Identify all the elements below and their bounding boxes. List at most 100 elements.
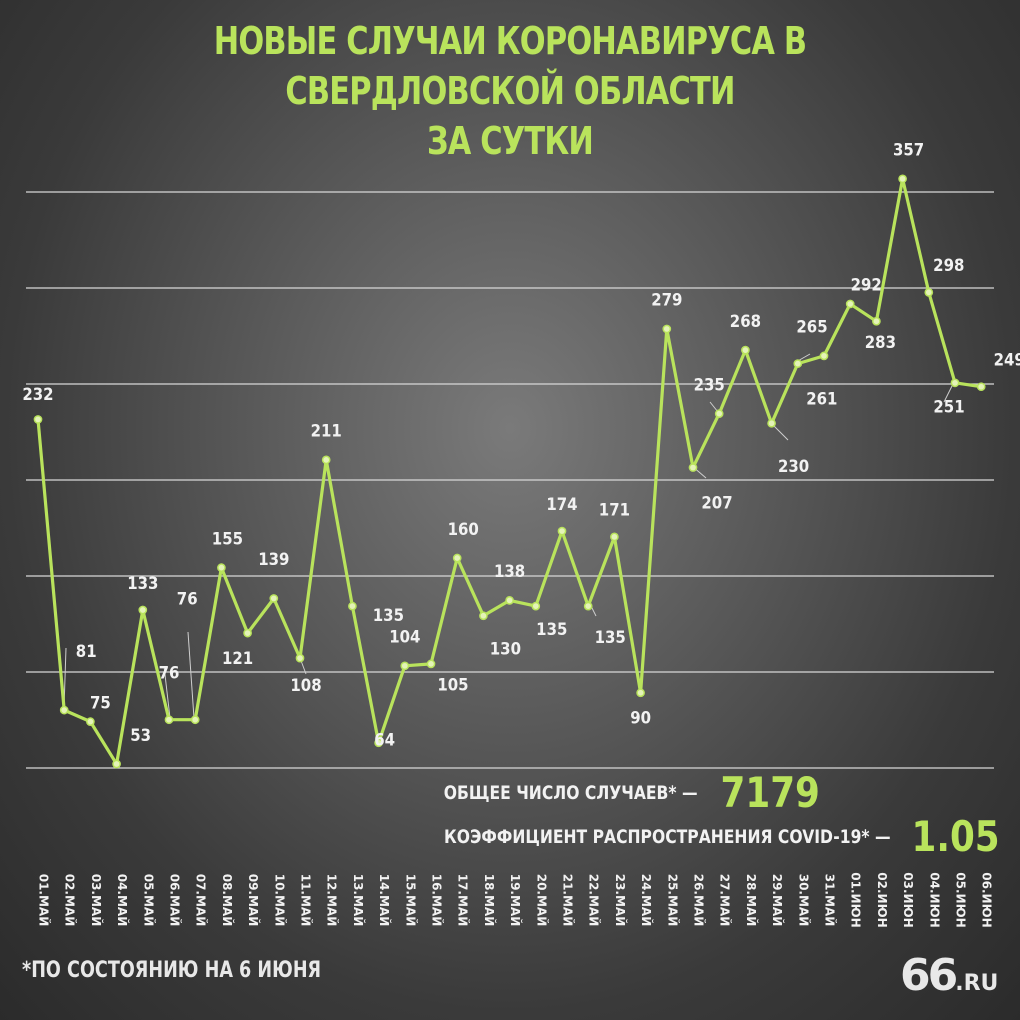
x-tick-label: 30.МАЙ: [796, 874, 811, 927]
data-point: [688, 463, 698, 472]
total-cases-label: ОБЩЕЕ ЧИСЛО СЛУЧАЕВ* —: [443, 781, 698, 804]
x-tick-label: 06.МАЙ: [168, 874, 183, 927]
x-tick-label: 08.МАЙ: [220, 874, 235, 927]
x-tick-label: 03.МАЙ: [89, 874, 104, 927]
data-label: 232: [22, 384, 53, 404]
data-point: [190, 715, 200, 725]
data-label: 130: [490, 639, 521, 659]
data-point: [243, 628, 252, 638]
x-tick-label: 06.ИЮН: [980, 872, 994, 927]
data-label: 211: [311, 421, 342, 441]
x-tick-label: 12.МАЙ: [325, 874, 340, 927]
x-tick-label: 19.МАЙ: [508, 874, 523, 927]
data-point: [138, 605, 148, 615]
gridlines: [26, 191, 994, 769]
x-tick-label: 27.МАЙ: [718, 874, 733, 927]
data-label: 298: [933, 255, 964, 275]
data-point: [845, 299, 855, 309]
x-tick-label: 31.МАЙ: [823, 874, 838, 927]
data-label: 135: [536, 619, 567, 639]
data-point: [872, 316, 881, 326]
data-label: 283: [865, 332, 896, 352]
data-point: [321, 455, 331, 465]
series-line-path: [36, 177, 982, 766]
label-leader-line: [163, 665, 171, 719]
data-point: [86, 717, 95, 727]
data-point: [217, 563, 226, 573]
data-point: [33, 415, 43, 424]
data-point: [819, 351, 829, 361]
data-label: 155: [212, 529, 243, 549]
data-point: [767, 418, 776, 428]
data-label: 76: [159, 663, 180, 683]
total-cases-stat: ОБЩЕЕ ЧИСЛО СЛУЧАЕВ* — 7179: [388, 768, 820, 817]
data-point: [662, 324, 672, 334]
x-tick-label: 05.ИЮН: [954, 872, 968, 927]
data-point: [610, 532, 619, 542]
data-point: [793, 359, 803, 368]
data-point: [400, 661, 410, 671]
x-tick-label: 01.МАЙ: [37, 874, 52, 927]
x-tick-label: 13.МАЙ: [351, 874, 366, 927]
x-tick-label: 23.МАЙ: [613, 874, 628, 927]
data-label: 104: [389, 627, 420, 647]
data-point: [714, 409, 724, 418]
data-point: [374, 738, 383, 748]
data-point: [583, 601, 593, 611]
data-point: [348, 601, 357, 611]
x-tick-label: 02.МАЙ: [63, 874, 78, 927]
data-label: 108: [290, 675, 321, 695]
data-label: 357: [893, 140, 924, 160]
x-tick-label: 24.МАЙ: [639, 874, 654, 927]
data-labels: 2328175531337676155121139108211135641041…: [22, 140, 1020, 750]
data-label: 76: [177, 589, 198, 609]
data-label: 160: [448, 519, 479, 539]
data-point: [741, 345, 750, 355]
x-tick-label: 05.МАЙ: [141, 874, 156, 927]
x-tick-label: 20.МАЙ: [534, 874, 549, 927]
data-point: [295, 653, 305, 663]
data-point: [557, 526, 567, 536]
data-label: 251: [933, 397, 964, 417]
x-tick-label: 14.МАЙ: [377, 874, 392, 927]
chart-title: НОВЫЕ СЛУЧАИ КОРОНАВИРУСА В СВЕРДЛОВСКОЙ…: [102, 16, 918, 166]
data-label: 207: [701, 492, 732, 512]
x-tick-label: 07.МАЙ: [194, 874, 209, 927]
logo-suffix: .RU: [955, 971, 999, 996]
site-logo[interactable]: 66.RU: [900, 950, 998, 1001]
data-point: [452, 553, 462, 563]
x-tick-label: 16.МАЙ: [430, 874, 445, 927]
data-label: 105: [437, 675, 468, 695]
x-tick-label: 22.МАЙ: [587, 874, 602, 927]
x-tick-label: 29.МАЙ: [770, 874, 785, 927]
data-point: [164, 715, 174, 725]
data-point: [636, 688, 645, 698]
footnote: *ПО СОСТОЯНИЮ НА 6 ИЮНЯ: [22, 958, 322, 983]
data-point: [269, 594, 279, 603]
data-label: 230: [778, 456, 809, 476]
x-tick-label: 10.МАЙ: [272, 874, 287, 927]
title-line-2: ЗА СУТКИ: [426, 119, 594, 163]
data-point: [426, 659, 436, 669]
data-label: 121: [222, 648, 253, 668]
data-label: 138: [494, 561, 525, 581]
x-tick-label: 28.МАЙ: [744, 874, 759, 927]
x-tick-label: 02.ИЮН: [875, 872, 889, 927]
x-tick-label: 03.ИЮН: [901, 872, 915, 927]
data-point: [479, 611, 488, 621]
data-label: 64: [374, 730, 395, 750]
data-point: [898, 174, 907, 184]
data-point: [976, 382, 986, 392]
data-label: 249: [994, 350, 1020, 370]
data-label: 292: [851, 275, 882, 295]
data-label: 133: [127, 573, 158, 593]
data-label: 171: [599, 500, 630, 520]
data-label: 81: [76, 641, 97, 661]
data-point: [59, 705, 69, 715]
logo-number: 66: [900, 950, 958, 1001]
spread-coefficient-stat: КОЭФФИЦИЕНТ РАСПРОСТРАНЕНИЯ COVID-19* — …: [346, 812, 1000, 861]
data-points: [33, 174, 986, 769]
spread-coefficient-label: КОЭФФИЦИЕНТ РАСПРОСТРАНЕНИЯ COVID-19* —: [444, 825, 891, 848]
x-tick-label: 01.ИЮН: [849, 872, 863, 927]
